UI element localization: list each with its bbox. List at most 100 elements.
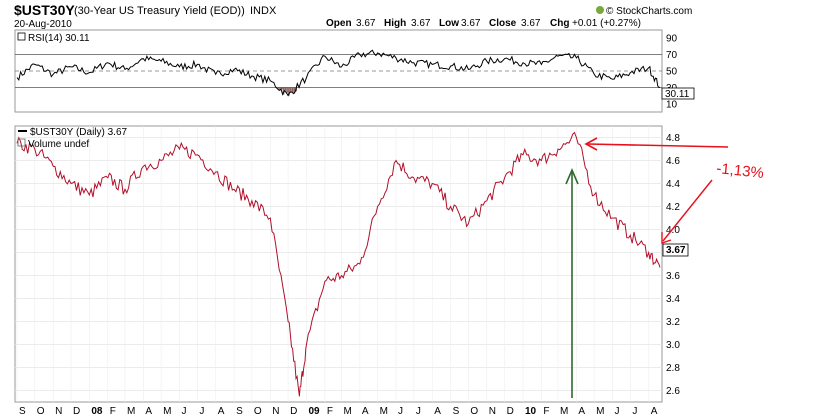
- price-tick-label: 4.0: [666, 225, 680, 236]
- x-tick-label: D: [290, 406, 297, 417]
- ohlc-readout: Open 3.67 High 3.67 Low 3.67 Close 3.67 …: [326, 18, 641, 29]
- x-tick-label: F: [110, 406, 116, 417]
- volume-label: Volume undef: [28, 139, 89, 150]
- stockcharts-logo: © StockCharts.com: [596, 6, 692, 17]
- close-value: 3.67: [521, 18, 541, 29]
- chart-date: 20-Aug-2010: [14, 19, 72, 30]
- red-arrow-head: [584, 137, 598, 151]
- price-tick-label: 3.2: [666, 317, 680, 328]
- chart-exchange: INDX: [250, 5, 277, 17]
- x-tick-label: S: [19, 406, 26, 417]
- x-tick-label: 09: [308, 406, 320, 417]
- x-tick-label: M: [127, 406, 135, 417]
- rsi-last-box: [661, 87, 695, 100]
- low-label: Low: [439, 18, 459, 29]
- green-arrow-head: [565, 167, 579, 185]
- low-value: 3.67: [461, 18, 481, 29]
- x-tick-label: F: [327, 406, 333, 417]
- price-tick-label: 3.6: [666, 271, 680, 282]
- drop-arrow-head: [661, 232, 672, 244]
- high-label: High: [384, 18, 406, 29]
- price-tick-label: 4.2: [666, 202, 680, 213]
- x-tick-label: A: [145, 406, 152, 417]
- x-tick-label: M: [343, 406, 351, 417]
- drop-arrow-shaft: [662, 179, 713, 242]
- x-tick-label: M: [380, 406, 388, 417]
- x-tick-label: N: [272, 406, 279, 417]
- high-value: 3.67: [411, 18, 431, 29]
- x-tick-label: J: [398, 406, 403, 417]
- price-last-box: [662, 243, 689, 257]
- red-arrow-annotation: [584, 137, 729, 151]
- x-tick-label: S: [236, 406, 243, 417]
- logo-icon: [596, 6, 604, 14]
- x-tick-label: D: [73, 406, 80, 417]
- volume-icon: [17, 138, 26, 147]
- chart-name: (30-Year US Treasury Yield (EOD)): [74, 5, 245, 17]
- x-tick-label: A: [651, 406, 658, 417]
- x-tick-label: 10: [525, 406, 537, 417]
- x-tick-label: J: [615, 406, 620, 417]
- price-series-line: [16, 131, 661, 397]
- x-tick-label: A: [578, 406, 585, 417]
- price-grid: [15, 126, 662, 402]
- x-tick-label: D: [507, 406, 514, 417]
- price-last-value-box: 3.67: [662, 243, 689, 257]
- rsi-label: RSI(14) 30.11: [28, 33, 90, 44]
- rsi-panel-icon: [17, 32, 26, 41]
- price-tick-label: 4.4: [666, 179, 680, 190]
- price-legend-swatch: [18, 130, 27, 132]
- x-tick-label: N: [55, 406, 62, 417]
- chart-symbol: $UST30Y: [14, 2, 75, 18]
- percent-change-annotation: -1,13%: [716, 160, 765, 182]
- rsi-series-line: [16, 49, 661, 97]
- red-arrow-shaft: [587, 143, 729, 148]
- rsi-last-value: 30.11: [665, 89, 690, 100]
- x-tick-label: A: [218, 406, 225, 417]
- x-tick-label: A: [434, 406, 441, 417]
- price-axis-ticks: 2.62.83.03.23.43.63.84.04.24.44.64.8: [666, 133, 680, 397]
- price-label: $UST30Y (Daily) 3.67: [30, 127, 128, 138]
- x-tick-label: J: [632, 406, 637, 417]
- rsi-guides: [15, 54, 662, 88]
- rsi-last-value-box: 30.11: [661, 87, 695, 100]
- x-tick-label: O: [470, 406, 478, 417]
- x-tick-label: J: [199, 406, 204, 417]
- drop-arrow-annotation: -1,13%: [661, 160, 765, 244]
- x-tick-label: 08: [91, 406, 103, 417]
- price-tick-label: 2.8: [666, 363, 680, 374]
- price-tick-label: 2.6: [666, 386, 680, 397]
- close-label: Close: [489, 18, 517, 29]
- rsi-tick-label: 90: [666, 34, 678, 45]
- logo-text: © StockCharts.com: [606, 6, 692, 17]
- chg-value: +0.01 (+0.27%): [572, 18, 641, 29]
- price-panel-frame: [14, 125, 663, 403]
- x-tick-label: M: [596, 406, 604, 417]
- x-tick-label: O: [254, 406, 262, 417]
- rsi-tick-label: 10: [666, 99, 678, 110]
- open-value: 3.67: [356, 18, 376, 29]
- x-tick-label: A: [362, 406, 369, 417]
- x-tick-label: O: [37, 406, 45, 417]
- chg-label: Chg: [550, 18, 569, 29]
- price-tick-label: 4.6: [666, 156, 680, 167]
- rsi-panel-label: RSI(14) 30.11: [17, 32, 90, 44]
- price-tick-label: 3.4: [666, 294, 680, 305]
- x-tick-label: M: [163, 406, 171, 417]
- x-tick-label: J: [416, 406, 421, 417]
- x-axis-ticks: S O N D 08 F M A M J J A S O N D 09 F M A M J J A S O N D 10 F M A M J J A: [19, 406, 658, 417]
- x-tick-label: F: [543, 406, 549, 417]
- x-tick-label: J: [182, 406, 187, 417]
- open-label: Open: [326, 18, 352, 29]
- rsi-tick-label: 50: [666, 67, 678, 78]
- rsi-tick-label: 70: [666, 50, 678, 61]
- x-tick-label: S: [453, 406, 460, 417]
- green-arrow-annotation: [565, 167, 579, 398]
- x-tick-label: N: [489, 406, 496, 417]
- x-tick-label: M: [560, 406, 568, 417]
- price-panel-label: $UST30Y (Daily) 3.67 Volume undef: [17, 127, 128, 150]
- price-tick-label: 4.8: [666, 133, 680, 144]
- price-tick-label: 3.0: [666, 340, 680, 351]
- price-last-value: 3.67: [666, 245, 686, 256]
